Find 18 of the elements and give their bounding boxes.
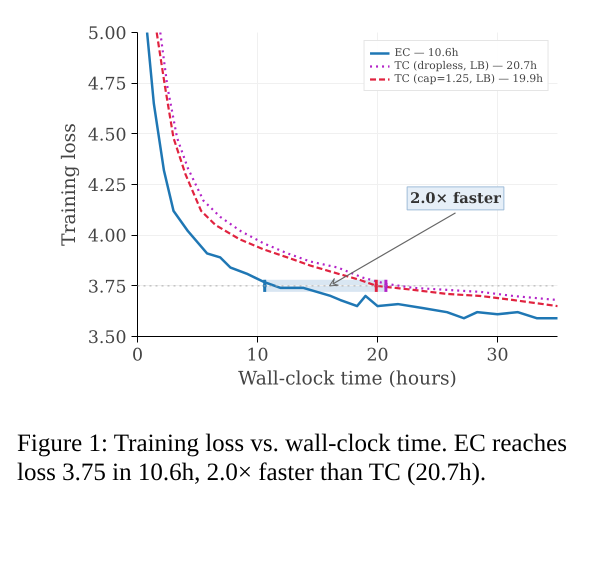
caption: Figure 1: Training loss vs. wall-clock time. EC reaches loss 3.75 in 10.6h, 2.0× faster than TC (20.7h). (17, 430, 568, 488)
y-axis-title: Training loss (58, 123, 80, 246)
legend-label: TC (dropless, LB) — 20.7h (394, 59, 538, 72)
x-tick-label: 20 (366, 346, 389, 366)
annotation: 2.0× faster (410, 190, 502, 207)
x-tick-label: 30 (486, 346, 509, 366)
y-tick-label: 4.00 (88, 226, 127, 247)
x-tick-label: 10 (246, 346, 269, 366)
y-tick-label: 4.25 (88, 176, 127, 196)
y-tick-label: 4.75 (88, 74, 127, 95)
y-tick-label: 3.75 (88, 277, 127, 298)
x-axis-title: Wall-clock time (hours) (238, 368, 457, 390)
legend-label: TC (cap=1.25, LB) — 19.9h (394, 72, 543, 85)
y-tick-label: 4.50 (88, 125, 127, 146)
legend-label: EC — 10.6h (394, 46, 458, 59)
x-tick-label: 0 (132, 346, 144, 366)
y-tick-label: 5.00 (88, 24, 127, 44)
y-tick-label: 3.50 (88, 328, 127, 348)
